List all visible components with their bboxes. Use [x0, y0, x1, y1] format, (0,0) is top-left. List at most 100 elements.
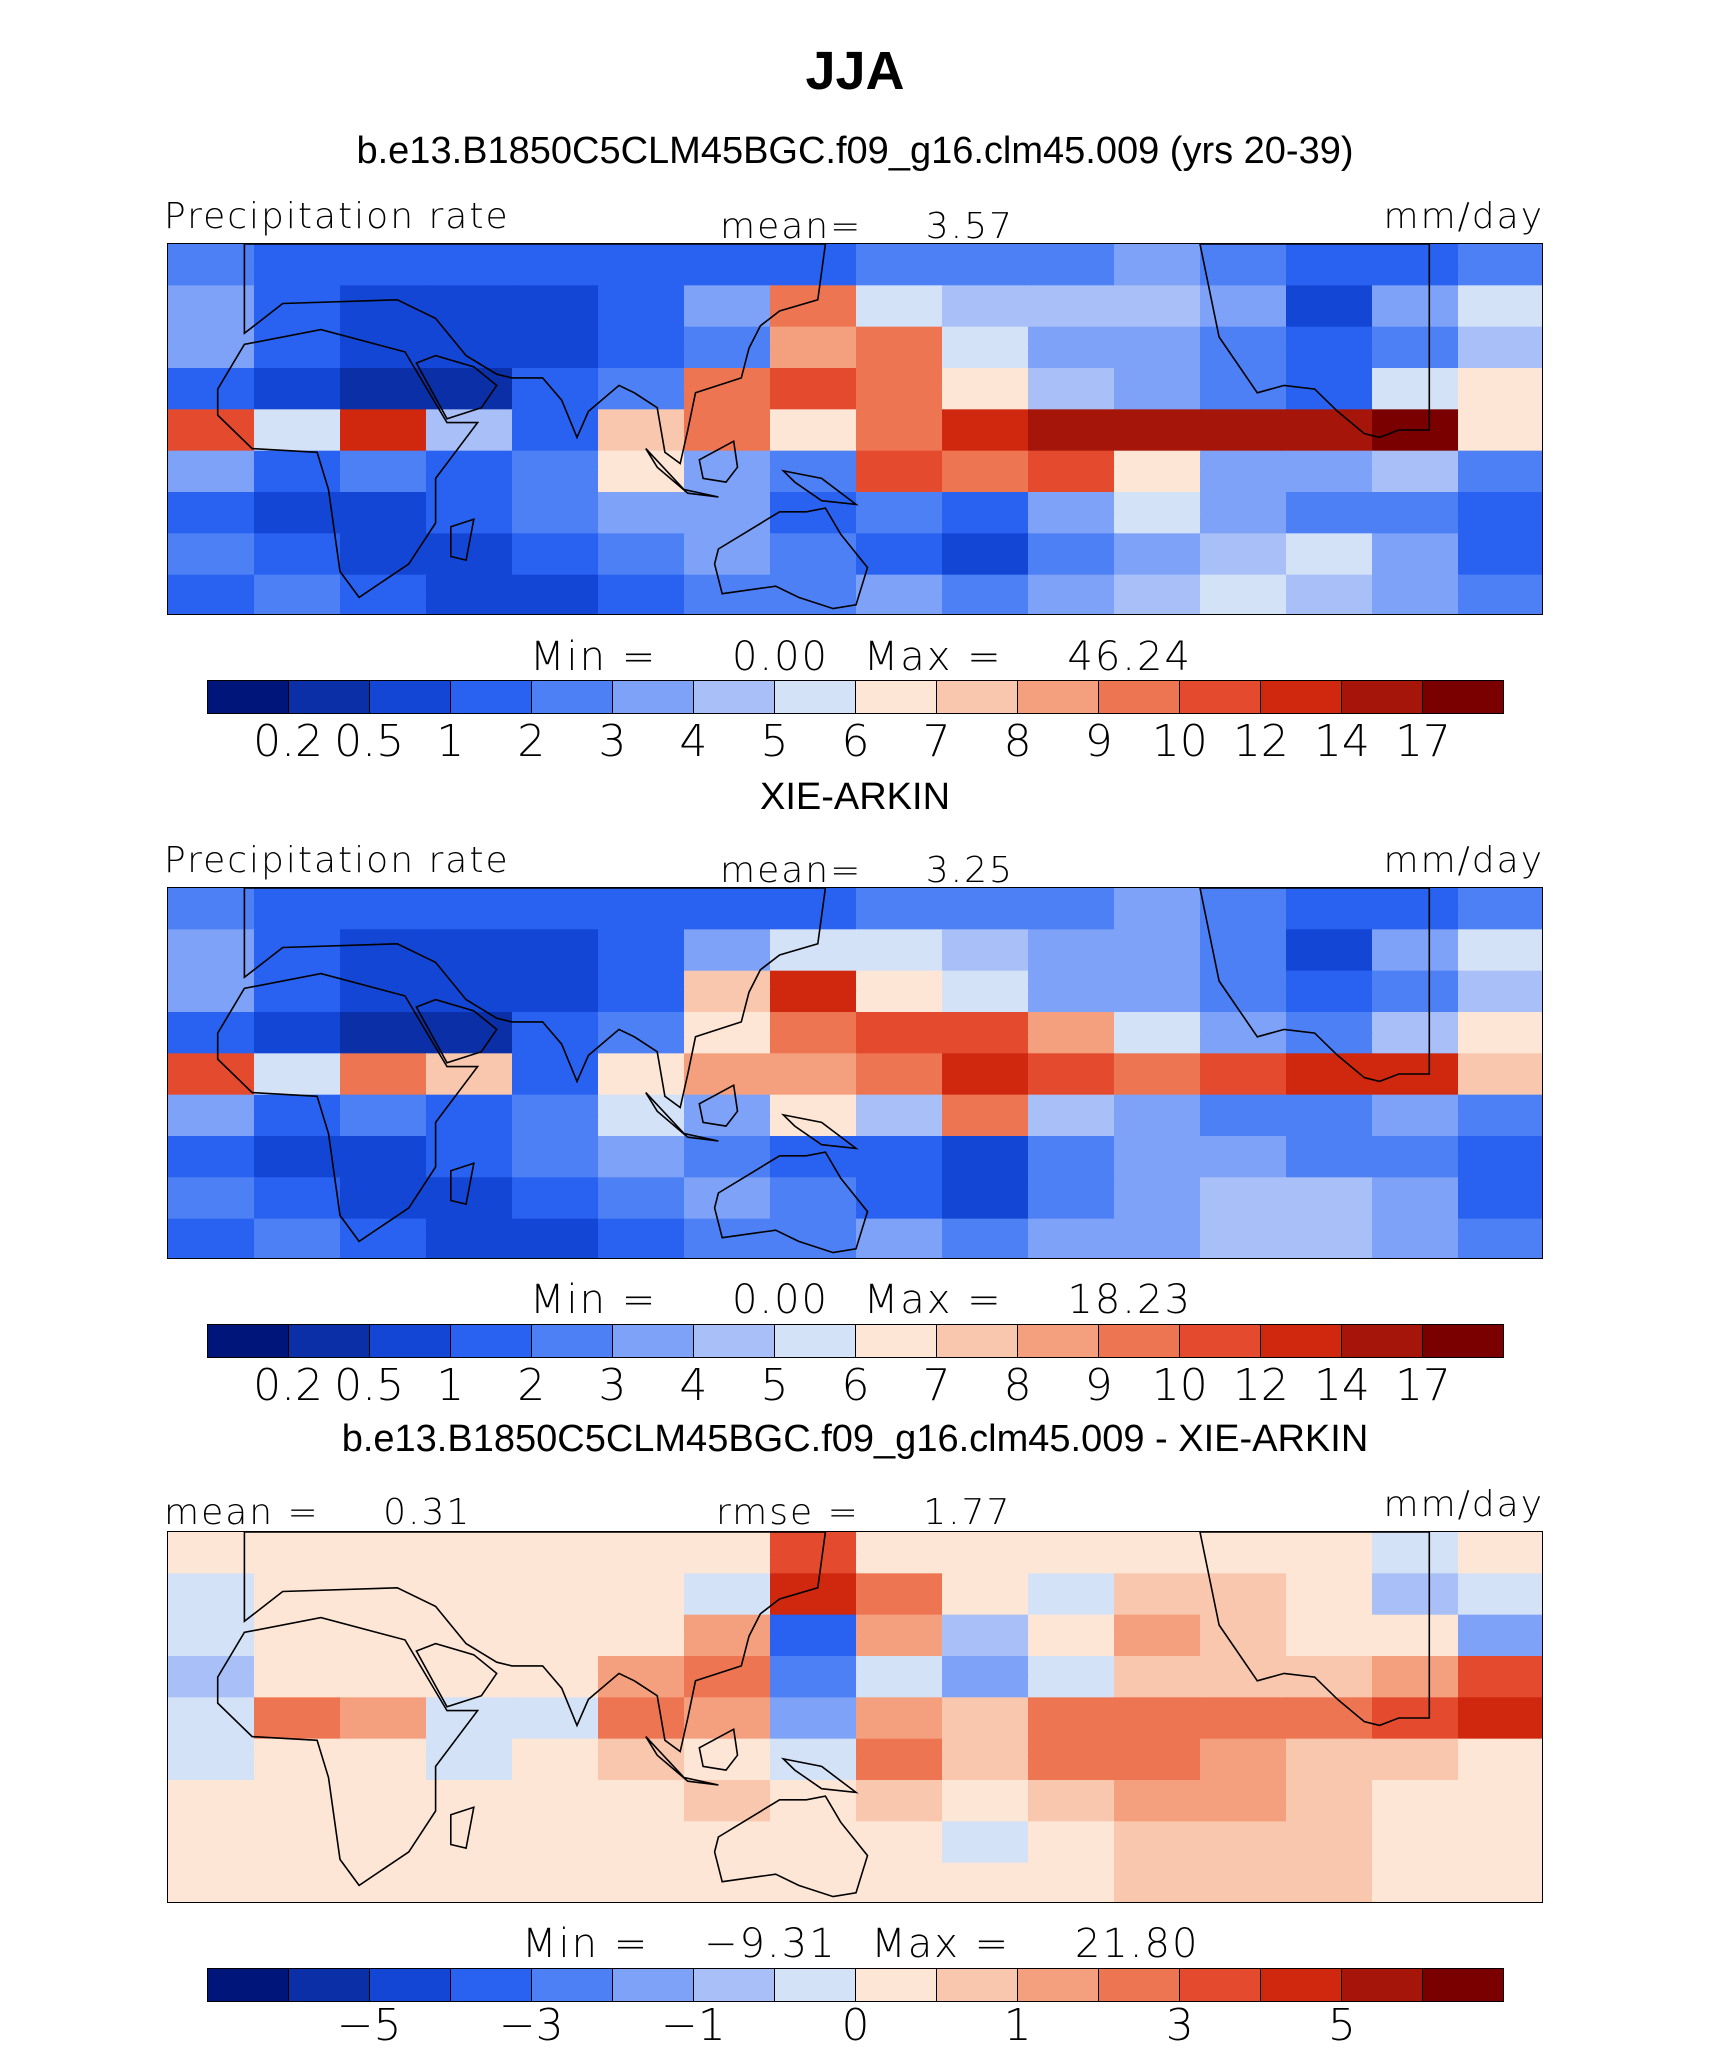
- coastline: [780, 1757, 859, 1794]
- heatmap-cell: [1458, 908, 1542, 931]
- heatmap-cell: [426, 430, 513, 452]
- heatmap-cell: [1028, 1552, 1115, 1575]
- heatmap-cell: [426, 1718, 513, 1740]
- heatmap-cell: [1372, 285, 1459, 307]
- heatmap-cell: [770, 1800, 857, 1823]
- heatmap-cell: [1200, 574, 1287, 597]
- heatmap-cell: [1200, 1883, 1287, 1902]
- heatmap-cell: [168, 1738, 255, 1761]
- heatmap-cell: [770, 1718, 857, 1740]
- heatmap-cell: [512, 888, 599, 910]
- panel-1-map: [167, 243, 1543, 615]
- heatmap-cell: [340, 326, 427, 349]
- heatmap-cell: [684, 388, 771, 411]
- panel-2-mean-label: mean= 3.25: [720, 850, 1014, 891]
- heatmap-cell: [168, 264, 255, 287]
- heatmap-cell: [1200, 1842, 1287, 1864]
- panel-3-rmse-label: rmse = 1.77: [716, 1492, 1011, 1533]
- heatmap-cell: [1028, 929, 1115, 951]
- heatmap-cell: [1114, 1012, 1201, 1034]
- heatmap-cell: [512, 574, 599, 597]
- panel-1-min-label: Min =: [530, 634, 658, 680]
- colorbar-tick-label: 4: [679, 716, 708, 767]
- heatmap-cell: [1028, 574, 1115, 597]
- heatmap-cell: [1458, 1718, 1542, 1740]
- heatmap-cell: [1458, 1883, 1542, 1902]
- heatmap-cell: [1286, 595, 1373, 614]
- coastline: [713, 1795, 869, 1898]
- heatmap-cell: [340, 285, 427, 307]
- heatmap-cell: [856, 1697, 943, 1719]
- colorbar-segment: [694, 1969, 775, 2001]
- heatmap-cell: [684, 1573, 771, 1595]
- heatmap-cell: [942, 1635, 1029, 1657]
- heatmap-cell: [426, 326, 513, 349]
- heatmap-cell: [770, 1198, 857, 1220]
- panel-3-map: [167, 1531, 1543, 1903]
- heatmap-cell: [770, 950, 857, 972]
- heatmap-cell: [598, 388, 685, 411]
- heatmap-cell: [426, 1094, 513, 1117]
- heatmap-cell: [856, 1635, 943, 1657]
- heatmap-cell: [512, 1842, 599, 1864]
- panel-2-max-value: 18.23: [1067, 1277, 1192, 1323]
- heatmap-cell: [770, 430, 857, 452]
- heatmap-cell: [340, 1239, 427, 1258]
- heatmap-cell: [1028, 512, 1115, 535]
- heatmap-cell: [340, 1780, 427, 1802]
- panel-1-heatmap: [168, 244, 1542, 614]
- heatmap-cell: [1372, 1115, 1459, 1137]
- heatmap-cell: [598, 347, 685, 369]
- heatmap-cell: [168, 1573, 255, 1595]
- heatmap-cell: [254, 1156, 341, 1179]
- heatmap-cell: [856, 244, 943, 266]
- heatmap-cell: [598, 1532, 685, 1554]
- heatmap-cell: [684, 1156, 771, 1179]
- heatmap-cell: [254, 471, 341, 493]
- heatmap-cell: [1114, 1635, 1201, 1657]
- heatmap-cell: [942, 1012, 1029, 1034]
- heatmap-cell: [598, 1156, 685, 1179]
- heatmap-cell: [684, 347, 771, 369]
- heatmap-cell: [684, 1862, 771, 1885]
- heatmap-cell: [1114, 1821, 1201, 1843]
- heatmap-cell: [770, 1115, 857, 1137]
- heatmap-cell: [1372, 512, 1459, 535]
- heatmap-cell: [598, 1635, 685, 1657]
- heatmap-cell: [254, 1718, 341, 1740]
- panel-1-mean-label-text: mean=: [720, 206, 863, 247]
- heatmap-cell: [1458, 306, 1542, 328]
- colorbar-segment: [613, 1969, 694, 2001]
- heatmap-cell: [1200, 306, 1287, 328]
- heatmap-cell: [1458, 595, 1542, 614]
- heatmap-cell: [1286, 1697, 1373, 1719]
- heatmap-cell: [1200, 1032, 1287, 1055]
- heatmap-cell: [684, 512, 771, 535]
- heatmap-cell: [1458, 1156, 1542, 1179]
- heatmap-cell: [426, 574, 513, 597]
- heatmap-cell: [1028, 244, 1115, 266]
- heatmap-cell: [1028, 1532, 1115, 1554]
- heatmap-cell: [1114, 409, 1201, 431]
- coastline: [780, 469, 859, 506]
- heatmap-cell: [1028, 326, 1115, 349]
- heatmap-cell: [942, 1136, 1029, 1158]
- heatmap-cell: [770, 512, 857, 535]
- heatmap-cell: [512, 1177, 599, 1199]
- heatmap-cell: [340, 450, 427, 473]
- heatmap-cell: [426, 1594, 513, 1616]
- colorbar-tick-label: 5: [760, 1360, 789, 1411]
- heatmap-cell: [856, 1177, 943, 1199]
- colorbar-tick-label: 0.5: [334, 716, 405, 767]
- heatmap-cell: [1114, 285, 1201, 307]
- heatmap-cell: [1286, 1614, 1373, 1637]
- heatmap-cell: [512, 1532, 599, 1554]
- heatmap-cell: [1458, 1094, 1542, 1117]
- heatmap-cell: [684, 1552, 771, 1575]
- heatmap-cell: [1286, 1177, 1373, 1199]
- heatmap-cell: [426, 929, 513, 951]
- coastline: [1199, 888, 1431, 1083]
- heatmap-cell: [168, 306, 255, 328]
- heatmap-cell: [942, 533, 1029, 555]
- heatmap-cell: [1200, 1115, 1287, 1137]
